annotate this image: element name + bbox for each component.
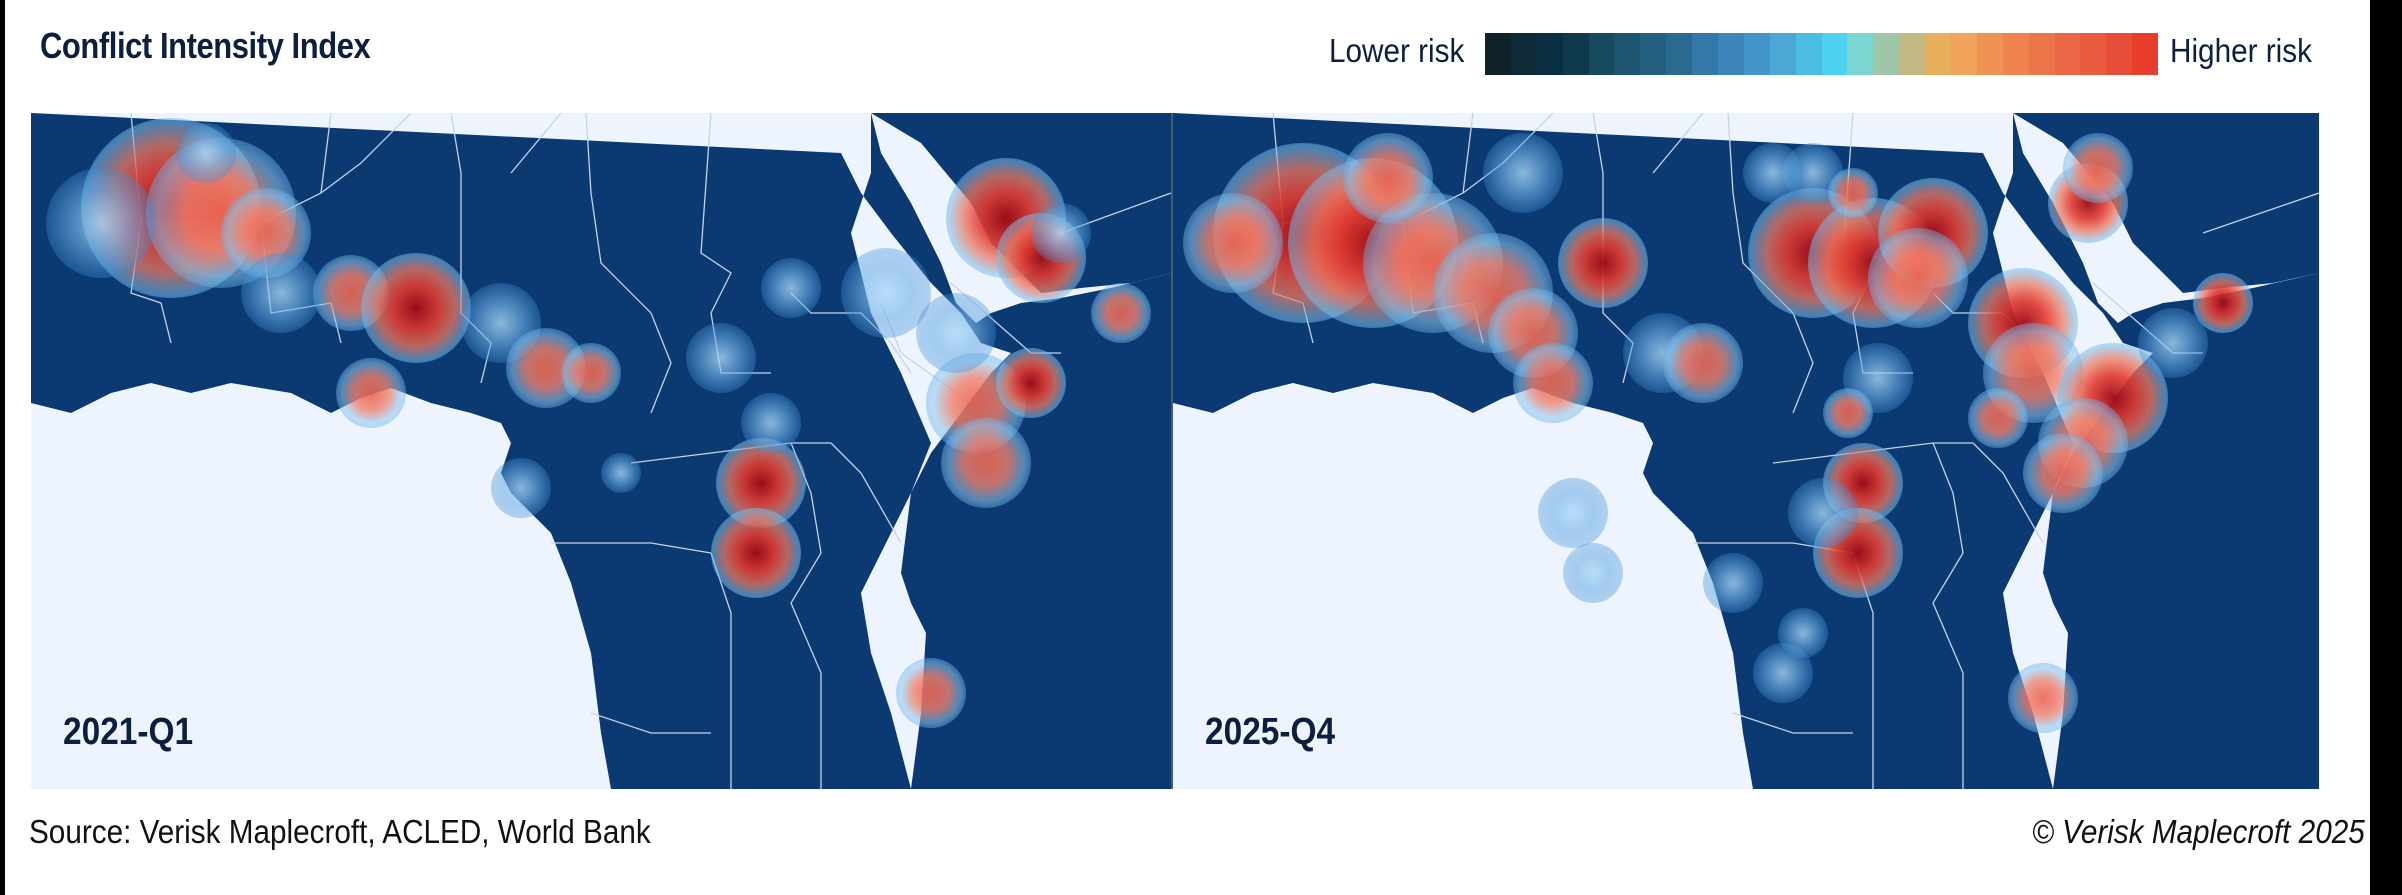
colorbar-step <box>1951 33 1977 75</box>
africa-landmass <box>1173 113 2319 789</box>
period-label: 2025-Q4 <box>1205 711 1336 753</box>
colorbar-step <box>2028 33 2055 75</box>
colorbar-step <box>1588 33 1615 75</box>
colorbar-step <box>1925 33 1952 75</box>
africa-landmass <box>31 113 1171 789</box>
colorbar-step <box>1510 33 1537 75</box>
colorbar-step <box>1821 33 1848 75</box>
colorbar-step <box>1769 33 1796 75</box>
colorbar-step <box>1847 33 1874 75</box>
chart-title: Conflict Intensity Index <box>40 25 371 66</box>
colorbar-step <box>1614 33 1641 75</box>
legend-high-label: Higher risk <box>2170 32 2312 69</box>
colorbar-step <box>1692 33 1719 75</box>
copyright-note: © Verisk Maplecroft 2025 <box>2032 813 2365 850</box>
colorbar-step <box>2106 33 2133 75</box>
colorbar-step <box>1640 33 1667 75</box>
colorbar-step <box>1718 33 1744 75</box>
colorbar-step <box>1485 33 1511 75</box>
colorbar-step <box>1795 33 1822 75</box>
map-panel-2021-q1: 2021-Q1 <box>31 113 1171 789</box>
colorbar-step <box>1743 33 1770 75</box>
colorbar-step <box>1562 33 1589 75</box>
colorbar-step <box>1899 33 1926 75</box>
colorbar-step <box>1873 33 1900 75</box>
colorbar-step <box>1666 33 1693 75</box>
map-panel-2025-q4: 2025-Q4 <box>1173 113 2319 789</box>
source-note: Source: Verisk Maplecroft, ACLED, World … <box>29 813 651 850</box>
colorbar-step <box>2002 33 2029 75</box>
colorbar-step <box>1976 33 2003 75</box>
legend-low-label: Lower risk <box>1329 32 1465 69</box>
period-label: 2021-Q1 <box>63 711 194 753</box>
colorbar-step <box>2132 33 2159 75</box>
colorbar-step <box>2080 33 2107 75</box>
colorbar-step <box>2054 33 2081 75</box>
colorbar-step <box>1536 33 1563 75</box>
panel-divider <box>1171 113 1173 789</box>
risk-colorbar <box>1485 33 2159 75</box>
